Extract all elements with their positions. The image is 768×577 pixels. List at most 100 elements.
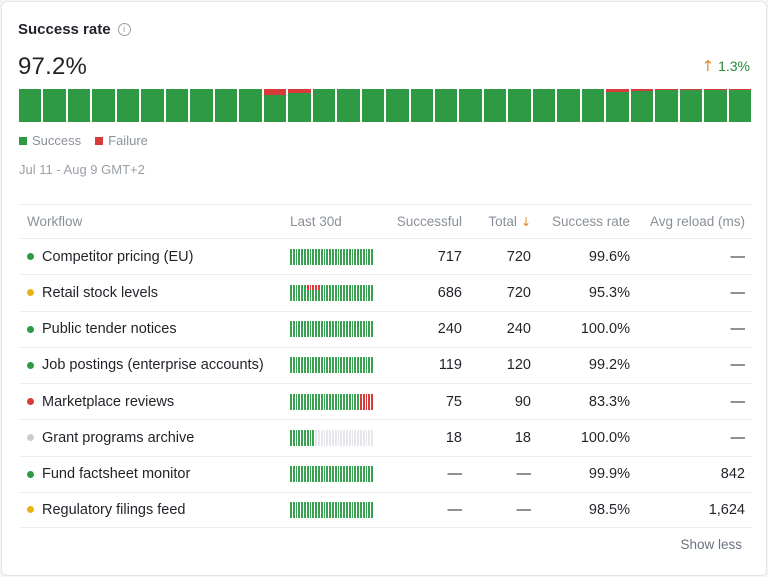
day-bar[interactable] — [728, 89, 752, 122]
day-bar[interactable] — [312, 89, 336, 122]
day-bar[interactable] — [459, 89, 482, 122]
day-failure-segment — [679, 89, 703, 91]
sparkline-tick — [365, 429, 368, 446]
table-row[interactable]: Regulatory filings feed — — 98.5% 1,624 — [19, 491, 752, 528]
sparkline-tick — [292, 357, 295, 374]
sparkline-tick — [301, 501, 303, 518]
day-bar[interactable] — [606, 89, 629, 122]
col-success-rate[interactable]: Success rate — [551, 214, 630, 229]
success-rate-delta: ↑ 1.3% — [702, 57, 751, 75]
success-rate-cell: 98.5% — [588, 501, 630, 518]
sparkline-tick — [315, 466, 317, 483]
day-bar[interactable] — [410, 89, 433, 122]
day-bar[interactable] — [190, 89, 213, 122]
workflow-name[interactable]: Marketplace reviews — [42, 393, 175, 410]
total-cell: — — [516, 501, 532, 518]
sparkline-failure — [365, 393, 368, 410]
total-cell: 18 — [514, 429, 531, 446]
day-bar[interactable] — [386, 89, 409, 122]
sparkline-tick — [351, 466, 354, 483]
col-avg-reload[interactable]: Avg reload (ms) — [649, 214, 745, 229]
avg-reload-cell: 1,624 — [708, 501, 745, 518]
workflow-name[interactable]: Grant programs archive — [42, 429, 195, 446]
day-bar[interactable] — [214, 89, 238, 122]
day-bar[interactable] — [704, 89, 727, 122]
sparkline-tick — [317, 429, 320, 446]
sparkline-tick — [371, 284, 373, 301]
sparkline-tick — [348, 466, 351, 483]
day-bar[interactable] — [239, 89, 262, 122]
sparkline-tick — [351, 501, 354, 518]
col-total[interactable]: Total ↓ — [488, 214, 531, 229]
day-bar[interactable] — [288, 89, 311, 122]
day-bar[interactable] — [141, 89, 164, 122]
workflow-name[interactable]: Job postings (enterprise accounts) — [42, 357, 264, 374]
sparkline-tick — [351, 429, 354, 446]
col-successful[interactable]: Successful — [396, 214, 462, 229]
day-bar[interactable] — [337, 89, 360, 122]
table-row[interactable]: Retail stock levels 686 720 95.3% — — [19, 274, 752, 310]
sparkline-tick — [340, 429, 343, 446]
success-rate-cell: 99.6% — [588, 248, 630, 265]
day-bar[interactable] — [557, 89, 580, 122]
sparkline-tick — [326, 248, 329, 265]
sparkline-tick — [301, 284, 303, 301]
day-bar[interactable] — [67, 89, 91, 122]
sparkline-tick — [312, 284, 315, 301]
workflow-name[interactable]: Retail stock levels — [42, 284, 159, 301]
sparkline-tick — [331, 284, 334, 301]
day-bar[interactable] — [165, 89, 189, 122]
sparkline-tick — [309, 284, 312, 301]
table-row[interactable]: Grant programs archive 18 18 100.0% — — [19, 419, 752, 455]
last30-sparkline — [290, 429, 376, 446]
legend-success-label: Success — [32, 133, 82, 148]
day-bar[interactable] — [19, 89, 42, 122]
day-bar[interactable] — [361, 89, 385, 122]
legend-item-failure: Failure — [95, 133, 148, 148]
day-bar[interactable] — [655, 89, 678, 122]
day-bar[interactable] — [434, 89, 458, 122]
day-bar[interactable] — [581, 89, 605, 122]
sparkline-failure — [315, 284, 317, 291]
table-row[interactable]: Public tender notices 240 240 100.0% — — [19, 310, 752, 347]
table-row[interactable]: Job postings (enterprise accounts) 119 120… — [19, 346, 752, 383]
workflow-name[interactable]: Competitor pricing (EU) — [42, 248, 194, 265]
sparkline-tick — [315, 357, 317, 374]
sparkline-tick — [337, 248, 340, 265]
successful-cell: 119 — [438, 357, 462, 374]
day-bar[interactable] — [92, 89, 115, 122]
status-dot-icon — [27, 361, 34, 369]
table-row[interactable]: Marketplace reviews 75 90 83.3% — — [19, 383, 752, 419]
sparkline-tick — [317, 466, 320, 483]
sparkline-tick — [303, 357, 306, 374]
sparkline-tick — [309, 429, 312, 446]
day-bar[interactable] — [43, 89, 66, 122]
day-bar[interactable] — [508, 89, 531, 122]
table-row[interactable]: Competitor pricing (EU) 717 720 99.6% — — [19, 238, 752, 274]
workflow-name[interactable]: Regulatory filings feed — [42, 501, 186, 518]
day-bar[interactable] — [483, 89, 507, 122]
day-bar[interactable] — [532, 89, 556, 122]
status-dot-icon — [27, 253, 34, 261]
col-workflow[interactable]: Workflow — [27, 214, 83, 229]
day-bar[interactable] — [679, 89, 703, 122]
sparkline-tick — [312, 501, 315, 518]
show-less-button[interactable]: Show less — [680, 537, 742, 552]
sparkline-tick — [312, 393, 315, 410]
info-icon[interactable]: i — [117, 23, 131, 36]
day-bar[interactable] — [630, 89, 654, 122]
sparkline-tick — [303, 501, 306, 518]
day-bar[interactable] — [263, 89, 287, 122]
workflow-name[interactable]: Fund factsheet monitor — [42, 466, 191, 483]
sparkline-tick — [301, 393, 303, 410]
sparkline-tick — [368, 429, 371, 446]
col-last30: Last 30d — [290, 214, 342, 229]
sparkline-tick — [326, 393, 329, 410]
workflow-name[interactable]: Public tender notices — [42, 321, 177, 338]
sparkline-tick — [365, 284, 368, 301]
total-cell: — — [516, 466, 532, 483]
sparkline-tick — [362, 357, 365, 374]
table-row[interactable]: Fund factsheet monitor — — 99.9% 842 — [19, 455, 752, 492]
sparkline-tick — [290, 284, 292, 301]
day-bar[interactable] — [116, 89, 140, 122]
